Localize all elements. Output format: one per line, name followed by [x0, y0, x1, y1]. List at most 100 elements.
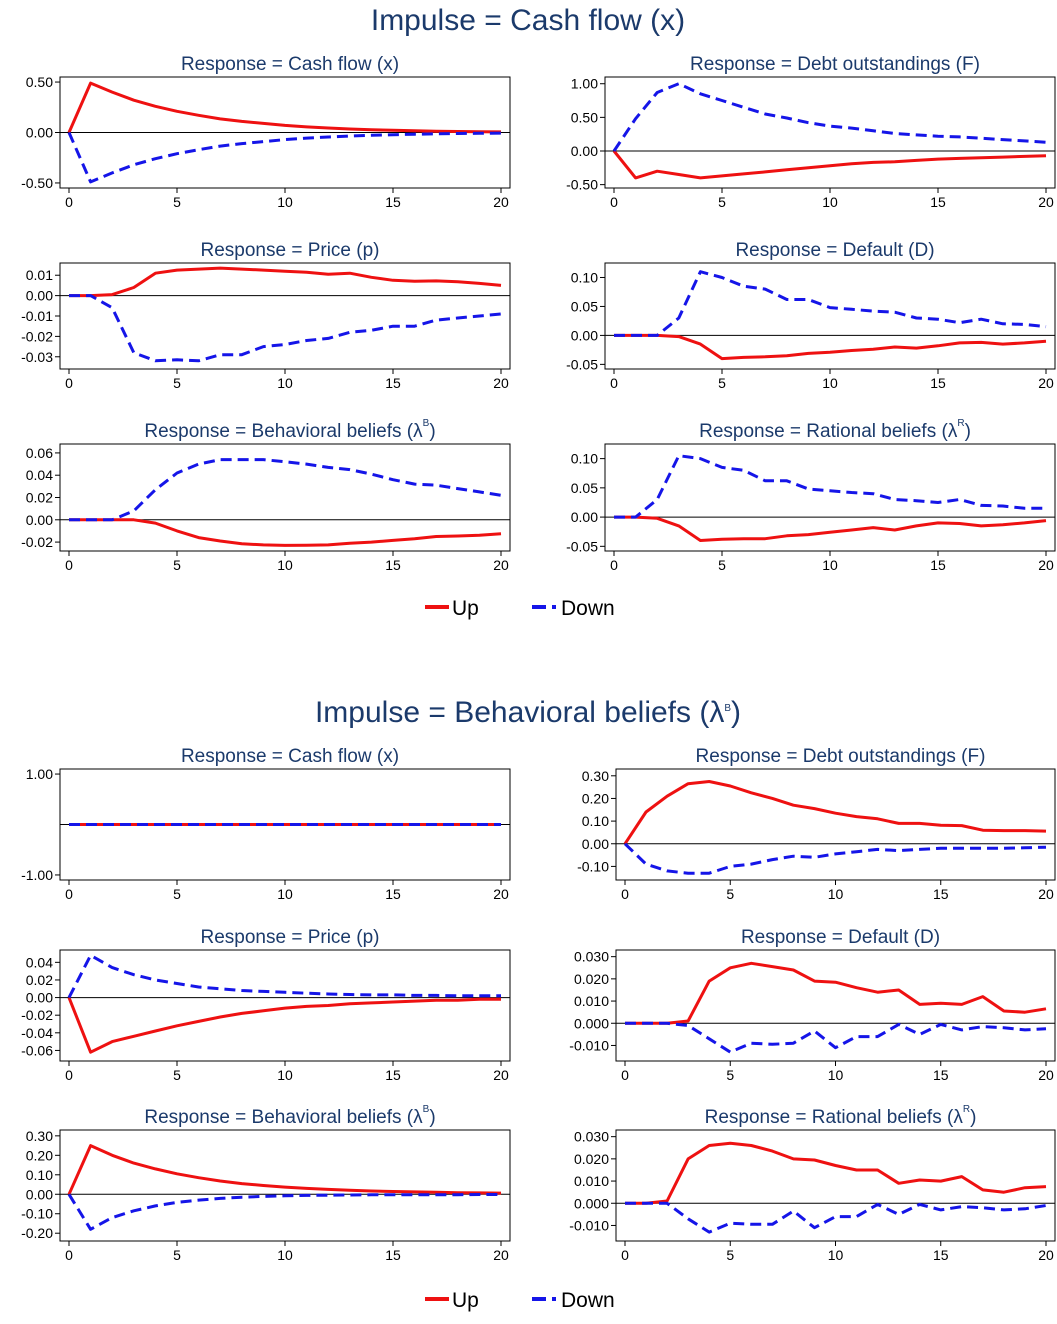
panel-1-4-y-tick-label: 0.10 [571, 269, 598, 285]
panel-2-2-x-tick-label: 0 [621, 886, 629, 902]
panel-2-2-title: Response = Debt outstandings (F) [696, 746, 986, 767]
panel-2-4-y-tick-label: -0.010 [569, 1037, 609, 1053]
panel-2-5-y-tick-label: 0.20 [26, 1147, 53, 1163]
panel-1-4-y-tick-label: -0.05 [566, 356, 598, 372]
panel-2-2-y-tick-label: 0.30 [582, 768, 609, 784]
panel-1-4-x-tick-label: 10 [822, 375, 838, 391]
panel-1-1-title-main: Response = Cash flow (x) [181, 54, 399, 75]
panel-1-5-x-tick-label: 20 [493, 557, 509, 573]
panel-1-1-x-tick-label: 5 [173, 194, 181, 210]
panel-2-3-y-tick-label: -0.02 [21, 1007, 53, 1023]
panel-1-2-x-tick-label: 0 [610, 194, 618, 210]
panel-2-6-x-tick-label: 15 [933, 1247, 949, 1263]
panel-1-3-y-tick-label: -0.03 [21, 349, 53, 365]
panel-1-6-y-tick-label: -0.05 [566, 538, 598, 554]
panel-2-5-y-tick-label: -0.10 [21, 1206, 53, 1222]
panel-2-2-x-tick-label: 15 [933, 886, 949, 902]
panel-2-6-title-end: ) [970, 1107, 976, 1128]
panel-2-5-x-tick-label: 0 [65, 1247, 73, 1263]
panel-1-5-title-sup: B [423, 418, 430, 429]
panel-1-1-y-tick-label: -0.50 [21, 175, 53, 191]
panel-2-4-x-tick-label: 0 [621, 1067, 629, 1083]
panel-1-3-title-main: Response = Price (p) [201, 240, 380, 261]
panel-1-1-x-tick-label: 20 [493, 194, 509, 210]
legend-down-label: Down [561, 597, 615, 620]
panel-1-3-y-tick-label: -0.01 [21, 308, 53, 324]
panel-2-2-up-line [623, 780, 1047, 845]
panel-1-4-title-main: Response = Default (D) [735, 240, 934, 261]
panel-2-3-y-tick-label: 0.00 [26, 990, 53, 1006]
panel-1-6-up-line [614, 515, 1047, 542]
panel-2-6-x-tick-label: 10 [828, 1247, 844, 1263]
panel-2-4-y-tick-label: 0.020 [574, 971, 609, 987]
panel-2-1-y-tick-label: 1.00 [26, 766, 53, 782]
panel-2-1-x-tick-label: 15 [385, 886, 401, 902]
panel-2-5-title: Response = Behavioral beliefs (λB) [144, 1104, 435, 1128]
panel-2-5-up-line [67, 1144, 502, 1195]
panel-2-3-x-tick-label: 15 [385, 1067, 401, 1083]
panel-2-1-x-tick-label: 0 [65, 886, 73, 902]
panel-2-6-y-tick-label: 0.000 [574, 1195, 609, 1211]
legend-up-label: Up [452, 1289, 479, 1312]
panel-1-3-y-tick-label: 0.01 [26, 267, 53, 283]
panel-1-5-up-line [69, 518, 502, 547]
panel-2-5-x-tick-label: 10 [277, 1247, 293, 1263]
panel-1-2-title-main: Response = Debt outstandings (F) [690, 54, 980, 75]
panel-1-2-y-tick-label: 1.00 [571, 76, 598, 92]
panel-2-5-x-tick-label: 15 [385, 1247, 401, 1263]
panel-1-5-y-tick-label: 0.02 [26, 490, 53, 506]
legend-1: Up Down [425, 597, 615, 620]
panel-2-4-x-tick-label: 10 [828, 1067, 844, 1083]
panel-2-1-x-tick-label: 10 [277, 886, 293, 902]
panel-1-6-title-sup: R [957, 418, 964, 429]
panel-2-2-y-tick-label: 0.20 [582, 790, 609, 806]
panel-2-2-y-tick-label: 0.00 [582, 836, 609, 852]
panel-2-4-y-tick-label: 0.000 [574, 1015, 609, 1031]
panel-2-6-frame [615, 1129, 1056, 1242]
panel-2-4-x-tick-label: 20 [1038, 1067, 1054, 1083]
panel-2-6-title: Response = Rational beliefs (λR) [705, 1104, 977, 1128]
panel-1-3-y-tick-label: -0.02 [21, 328, 53, 344]
impulse-title-1-main: Impulse = Cash flow (x) [371, 4, 685, 37]
panel-2-6-title-main: Response = Rational beliefs (λ [705, 1107, 964, 1128]
panel-1-3-x-tick-label: 5 [173, 375, 181, 391]
panel-1-1-y-tick-label: 0.00 [26, 125, 53, 141]
panel-1-2-y-tick-label: -0.50 [566, 177, 598, 193]
panel-1-4-y-tick-label: 0.05 [571, 298, 598, 314]
panel-1-4-y-tick-label: 0.00 [571, 327, 598, 343]
panel-2-3-y-tick-label: 0.04 [26, 954, 53, 970]
panel-2-4-down-line [625, 1021, 1047, 1054]
panel-2-6-title-sup: R [963, 1104, 970, 1115]
panel-2-5-title-sup: B [423, 1104, 430, 1115]
panel-2-3-x-tick-label: 5 [173, 1067, 181, 1083]
panel-1-4-title: Response = Default (D) [735, 240, 934, 261]
panel-1-3-up-line [69, 266, 502, 298]
panel-2-6-y-tick-label: 0.010 [574, 1173, 609, 1189]
panel-2-2-down-line [623, 842, 1047, 875]
panel-2-5-title-main: Response = Behavioral beliefs (λ [144, 1107, 423, 1128]
panel-2-3-x-tick-label: 0 [65, 1067, 73, 1083]
panel-1-1-y-tick-label: 0.50 [26, 74, 53, 90]
panel-1-2-y-tick-label: 0.50 [571, 109, 598, 125]
panel-2-5-y-tick-label: 0.10 [26, 1167, 53, 1183]
panel-2-6-down-line [625, 1201, 1047, 1234]
panel-1-1-title: Response = Cash flow (x) [181, 54, 399, 75]
panel-2-4-title-main: Response = Default (D) [741, 927, 940, 948]
panel-1-2-frame [604, 76, 1056, 189]
panel-1-1-x-tick-label: 10 [277, 194, 293, 210]
panel-1-5-title-end: ) [429, 421, 435, 442]
panel-1-5-x-tick-label: 5 [173, 557, 181, 573]
panel-2-6-y-tick-label: -0.010 [569, 1217, 609, 1233]
panel-2-6-x-tick-label: 0 [621, 1247, 629, 1263]
panel-2-3-x-tick-label: 10 [277, 1067, 293, 1083]
panel-1-6-title: Response = Rational beliefs (λR) [699, 418, 971, 442]
panel-1-5-x-tick-label: 15 [385, 557, 401, 573]
impulse-title-2-sup: B [724, 703, 731, 714]
panel-1-2-x-tick-label: 15 [930, 194, 946, 210]
panel-2-5-y-tick-label: 0.00 [26, 1186, 53, 1202]
panel-2-2-y-tick-label: 0.10 [582, 813, 609, 829]
panel-2-2-x-tick-label: 5 [726, 886, 734, 902]
panel-2-5-x-tick-label: 5 [173, 1247, 181, 1263]
panel-2-3-down-line [67, 953, 501, 999]
